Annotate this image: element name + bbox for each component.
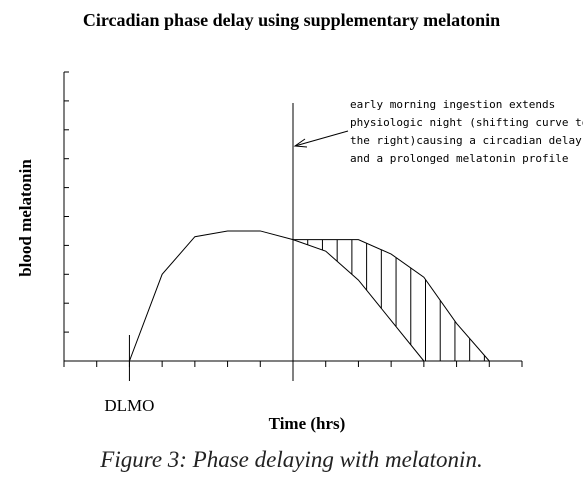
annotation-line-2: physiologic night (shifting curve to	[350, 116, 583, 129]
y-axis-label: blood melatonin	[16, 159, 35, 277]
phase-delay-chart: DLMO Time (hrs) blood melatonin	[16, 71, 523, 433]
annotation-line-3: the right)causing a circadian delay	[350, 134, 582, 147]
annotation-line-4: and a prolonged melatonin profile	[350, 152, 569, 165]
chart-title: Circadian phase delay using supplementar…	[82, 10, 501, 30]
delayed-melatonin-curve	[293, 239, 490, 362]
annotation-arrow	[294, 130, 349, 147]
annotation-line-1: early morning ingestion extends	[350, 98, 556, 111]
annotation-arrow-head	[293, 138, 308, 148]
figure-caption: Figure 3: Phase delaying with melatonin.	[100, 447, 483, 472]
baseline-melatonin-curve	[96, 230, 425, 362]
x-tick-label-dlmo: DLMO	[104, 396, 154, 415]
x-axis-label: Time (hrs)	[269, 414, 346, 433]
annotation-text: early morning ingestion extends physiolo…	[350, 96, 583, 168]
